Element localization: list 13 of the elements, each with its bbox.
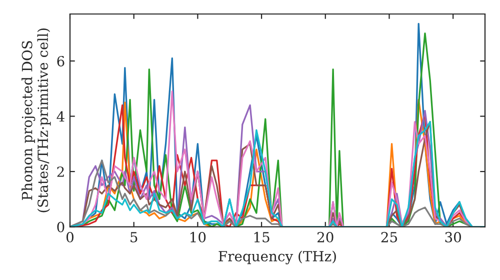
x-tick-label: 5 [130, 232, 138, 242]
x-axis-title: Frequency (THz) [218, 250, 336, 264]
x-tick-label: 20 [317, 232, 334, 242]
x-tick-label: 30 [445, 232, 461, 242]
x-tick-label: 25 [381, 232, 397, 242]
y-tick-label: 2 [57, 166, 64, 177]
y-tick-label: 6 [57, 56, 64, 66]
y-tick-label: 4 [56, 111, 64, 122]
x-tick-label: 10 [190, 232, 206, 242]
y-tick-label: 0 [57, 222, 64, 232]
x-tick-label: 15 [254, 232, 270, 242]
x-tick-label: 0 [66, 232, 74, 242]
y-axis-title: Phonon projected DOS (States/THz·primitive cell) [22, 28, 51, 212]
